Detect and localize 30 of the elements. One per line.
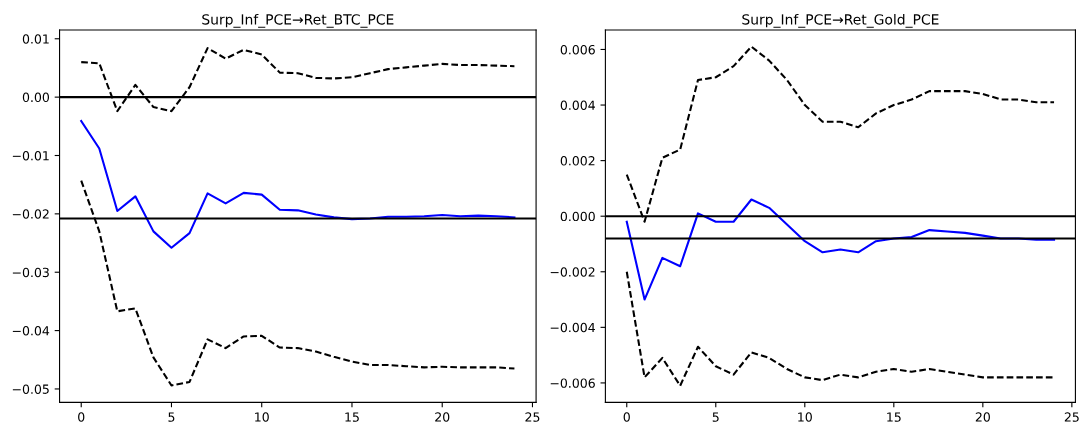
y-tick-label: −0.01 — [12, 150, 49, 161]
line-series — [625, 198, 1056, 301]
x-tick-label: 5 — [712, 412, 719, 422]
line-series — [80, 120, 516, 249]
x-tick-label: 20 — [435, 412, 450, 422]
y-tick-label: −0.03 — [12, 267, 49, 278]
y-tick-label: 0.002 — [560, 156, 595, 166]
x-tick-label: 0 — [623, 412, 630, 422]
y-tick-label: 0.004 — [560, 100, 595, 110]
x-tick-label: 5 — [168, 412, 175, 422]
x-tick-label: 0 — [78, 412, 85, 422]
x-tick-label: 15 — [345, 412, 359, 422]
y-tick-label: 0.00 — [22, 92, 50, 103]
x-tick-label: 10 — [798, 412, 812, 422]
chart-title: Surp_Inf_PCE→Ret_Gold_PCE — [742, 13, 939, 28]
y-tick-label: −0.004 — [550, 322, 595, 333]
x-tick-label: 10 — [255, 412, 269, 422]
x-tick-label: 15 — [887, 412, 901, 422]
y-tick-label: −0.02 — [12, 209, 49, 219]
y-tick-label: −0.002 — [550, 267, 595, 277]
x-tick-label: 25 — [525, 412, 540, 422]
chart-title: Surp_Inf_PCE→Ret_BTC_PCE — [202, 13, 394, 28]
y-tick-label: 0.01 — [22, 34, 49, 44]
x-tick-label: 25 — [1064, 412, 1079, 422]
y-tick-label: −0.05 — [12, 384, 49, 394]
y-tick-label: −0.006 — [550, 378, 595, 388]
y-tick-label: 0.006 — [560, 44, 595, 55]
y-tick-label: 0.000 — [560, 211, 595, 222]
y-tick-label: −0.04 — [12, 326, 50, 336]
x-tick-label: 20 — [975, 412, 990, 422]
